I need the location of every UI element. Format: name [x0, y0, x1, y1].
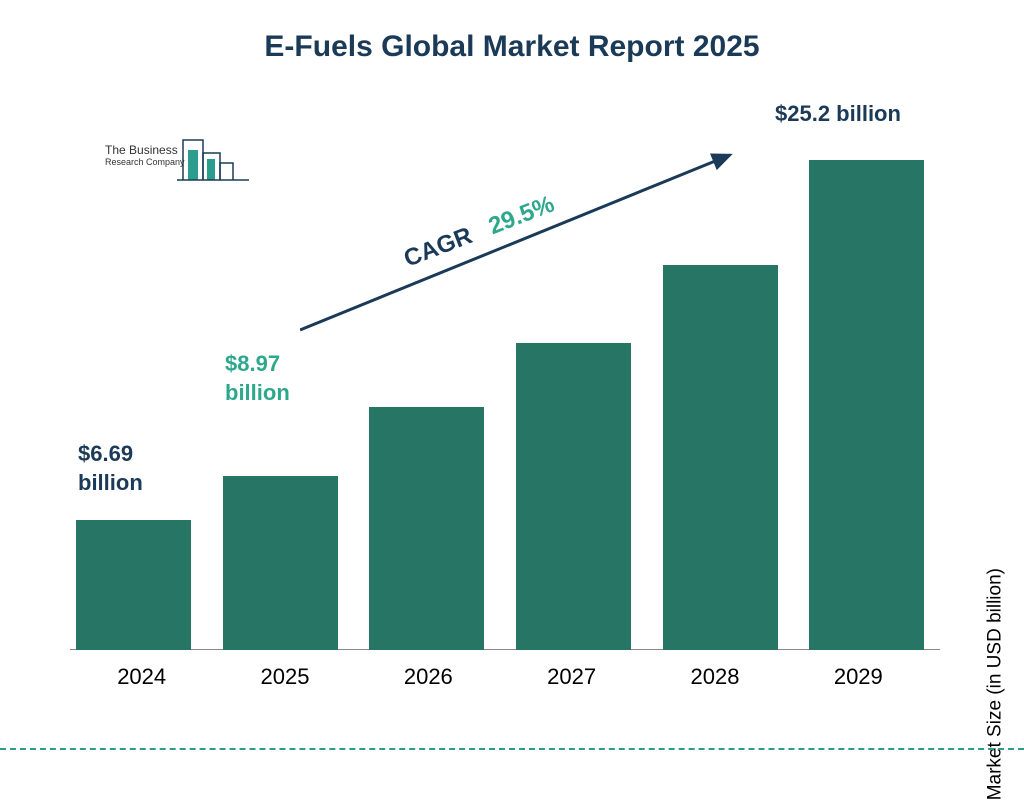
bars-container [70, 100, 930, 650]
bar-2027 [516, 343, 631, 650]
bar-2028 [663, 265, 778, 650]
bar-group-2025 [217, 476, 344, 650]
x-label-2027: 2027 [500, 664, 643, 690]
bottom-divider [0, 748, 1024, 750]
chart-area: 202420252026202720282029 [70, 100, 940, 690]
x-label-2028: 2028 [643, 664, 786, 690]
bar-group-2029 [803, 160, 930, 650]
y-axis-label: Market Size (in USD billion) [984, 568, 1006, 800]
bar-2025 [223, 476, 338, 650]
value-label-1: $8.97billion [225, 350, 290, 407]
bar-group-2028 [657, 265, 784, 650]
x-label-2025: 2025 [213, 664, 356, 690]
value-label-2: $25.2 billion [775, 100, 901, 129]
x-label-2024: 2024 [70, 664, 213, 690]
bar-2024 [76, 520, 191, 650]
bar-2029 [809, 160, 924, 650]
bar-group-2024 [70, 520, 197, 650]
page-title: E-Fuels Global Market Report 2025 [0, 30, 1024, 64]
bar-2026 [369, 407, 484, 650]
x-label-2026: 2026 [357, 664, 500, 690]
x-axis-labels: 202420252026202720282029 [70, 664, 930, 690]
bar-group-2026 [363, 407, 490, 650]
value-label-0: $6.69billion [78, 440, 143, 497]
x-label-2029: 2029 [787, 664, 930, 690]
bar-group-2027 [510, 343, 637, 650]
